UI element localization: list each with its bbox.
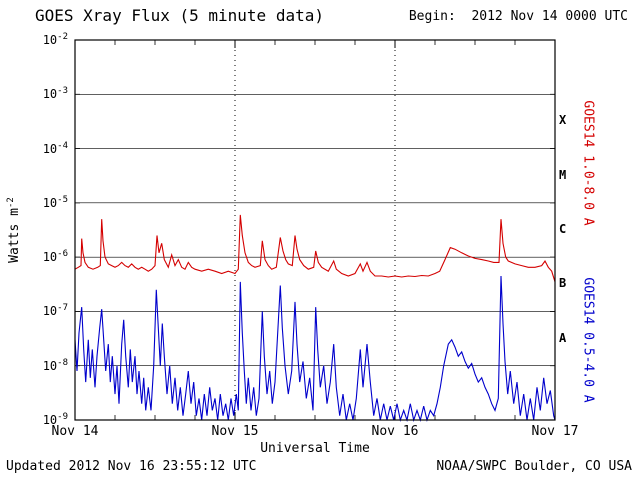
x-tick-label: Nov 16 <box>371 424 419 439</box>
flare-class-label-m: M <box>559 167 567 182</box>
x-tick-label: Nov 14 <box>51 424 99 439</box>
y-axis-label: Watts m-2 <box>5 197 23 263</box>
x-tick-label: Nov 15 <box>211 424 259 439</box>
y-tick-label: 10-2 <box>42 32 68 47</box>
y-tick-label: 10-4 <box>42 140 68 156</box>
y-tick-label: 10-7 <box>42 303 68 319</box>
x-axis-label: Universal Time <box>260 441 370 456</box>
updated-timestamp: Updated 2012 Nov 16 23:55:12 UTC <box>6 459 257 474</box>
series-line-short-channel <box>74 275 556 423</box>
flare-class-label-a: A <box>559 330 567 345</box>
credit-label: NOAA/SWPC Boulder, CO USA <box>436 459 632 474</box>
series-label-long-channel: GOES14 1.0-8.0 A <box>580 100 596 226</box>
y-tick-label: 10-9 <box>42 412 68 427</box>
plot-border <box>74 39 556 421</box>
series-label-short-channel: GOES14 0.5-4.0 A <box>580 277 596 403</box>
series-line-long-channel <box>74 214 556 283</box>
y-tick-label: 10-6 <box>42 249 68 265</box>
x-tick-label: Nov 17 <box>531 424 579 439</box>
flare-class-label-c: C <box>559 222 567 236</box>
y-tick-label: 10-8 <box>42 357 68 373</box>
y-tick-label: 10-5 <box>42 194 68 210</box>
page-title: GOES Xray Flux (5 minute data) <box>35 6 324 25</box>
flare-class-label-b: B <box>559 276 567 291</box>
y-tick-label: 10-3 <box>42 86 68 102</box>
begin-time-label: Begin: 2012 Nov 14 0000 UTC <box>408 9 628 24</box>
flare-class-label-x: X <box>559 113 567 128</box>
